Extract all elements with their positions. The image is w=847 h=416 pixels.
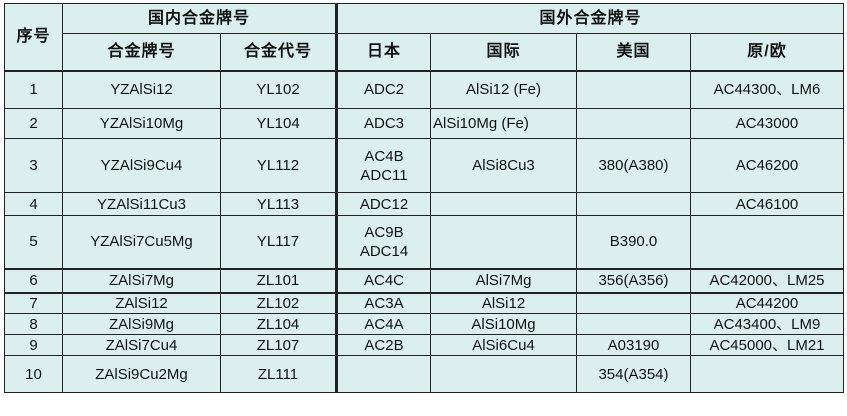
cell-grade: YZAlSi11Cu3 <box>62 192 221 216</box>
cell-code: ZL102 <box>220 291 337 314</box>
cell-intl: AlSi10Mg <box>430 313 577 335</box>
table-row: 9 ZAlSi7Cu4 ZL107 AC2B AlSi6Cu4 A03190 AC45000… <box>4 334 844 356</box>
cell-code: ZL104 <box>220 313 337 335</box>
cell-seq: 7 <box>4 291 63 314</box>
cell-japan: AC4C <box>335 267 431 293</box>
cell-grade: ZAlSi7Mg <box>62 267 221 293</box>
table-row: 1 YZAlSi12 YL102 ADC2 AlSi12 (Fe) AC44300、LM6 <box>4 69 844 109</box>
cell-seq: 1 <box>4 69 63 109</box>
cell-code: ZL101 <box>220 267 337 293</box>
table-row: 10 ZAlSi9Cu2Mg ZL111 354(A354) <box>4 355 844 393</box>
header-code: 合金代号 <box>220 33 337 71</box>
header-intl: 国际 <box>430 33 577 71</box>
cell-japan <box>335 355 431 393</box>
cell-intl: AlSi8Cu3 <box>430 138 577 193</box>
cell-seq: 8 <box>4 313 63 335</box>
cell-us <box>576 313 691 335</box>
cell-intl: AlSi10Mg (Fe) <box>430 108 577 139</box>
cell-eu: AC45000、LM21 <box>690 334 844 356</box>
table-row: 4 YZAlSi11Cu3 YL113 ADC12 AC46100 <box>4 192 844 216</box>
header-grade: 合金牌号 <box>62 33 221 71</box>
cell-code: YL113 <box>220 192 337 216</box>
table-row: 5 YZAlSi7Cu5Mg YL117 AC9B ADC14 B390.0 <box>4 215 844 269</box>
cell-code: YL112 <box>220 138 337 193</box>
cell-us: A03190 <box>576 334 691 356</box>
cell-code: YL102 <box>220 69 337 109</box>
cell-grade: ZAlSi9Mg <box>62 313 221 335</box>
cell-eu: AC42000、LM25 <box>690 267 844 293</box>
cell-eu: AC46100 <box>690 192 844 216</box>
cell-eu: AC44200 <box>690 291 844 314</box>
cell-eu: AC43000 <box>690 108 844 139</box>
cell-us: 354(A354) <box>576 355 691 393</box>
header-eu: 原/欧 <box>690 33 844 71</box>
cell-eu <box>690 355 844 393</box>
cell-us: 356(A356) <box>576 267 691 293</box>
cell-japan: AC4B ADC11 <box>335 138 431 193</box>
cell-seq: 5 <box>4 215 63 269</box>
header-us: 美国 <box>576 33 691 71</box>
cell-us <box>576 291 691 314</box>
cell-intl: AlSi6Cu4 <box>430 334 577 356</box>
cell-seq: 10 <box>4 355 63 393</box>
cell-us <box>576 69 691 109</box>
cell-japan: ADC2 <box>335 69 431 109</box>
cell-seq: 9 <box>4 334 63 356</box>
table-row: 3 YZAlSi9Cu4 YL112 AC4B ADC11 AlSi8Cu3 380(A38… <box>4 138 844 193</box>
cell-code: YL104 <box>220 108 337 139</box>
header-foreign: 国外合金牌号 <box>335 3 844 34</box>
cell-intl <box>430 355 577 393</box>
cell-grade: ZAlSi9Cu2Mg <box>62 355 221 393</box>
table-row: 8 ZAlSi9Mg ZL104 AC4A AlSi10Mg AC43400、LM9 <box>4 313 844 335</box>
cell-us <box>576 192 691 216</box>
cell-intl: AlSi12 <box>430 291 577 314</box>
table-row: 7 ZAlSi12 ZL102 AC3A AlSi12 AC44200 <box>4 291 844 314</box>
cell-seq: 2 <box>4 108 63 139</box>
cell-eu: AC46200 <box>690 138 844 193</box>
cell-us: B390.0 <box>576 215 691 269</box>
cell-intl <box>430 215 577 269</box>
header-japan: 日本 <box>335 33 431 71</box>
header-seq: 序号 <box>4 3 63 71</box>
cell-seq: 3 <box>4 138 63 193</box>
cell-code: YL117 <box>220 215 337 269</box>
table-row: 6 ZAlSi7Mg ZL101 AC4C AlSi7Mg 356(A356) AC4200… <box>4 267 844 293</box>
cell-japan: AC9B ADC14 <box>335 215 431 269</box>
cell-japan: AC3A <box>335 291 431 314</box>
alloy-grade-table: 序号 国内合金牌号 国外合金牌号 合金牌号 合金代号 日本 国际 美国 原/欧 … <box>4 3 844 393</box>
cell-grade: YZAlSi12 <box>62 69 221 109</box>
cell-intl: AlSi7Mg <box>430 267 577 293</box>
cell-eu: AC44300、LM6 <box>690 69 844 109</box>
cell-intl <box>430 192 577 216</box>
cell-us <box>576 108 691 139</box>
cell-seq: 4 <box>4 192 63 216</box>
table-row: 2 YZAlSi10Mg YL104 ADC3 AlSi10Mg (Fe) AC43000 <box>4 108 844 139</box>
cell-grade: ZAlSi7Cu4 <box>62 334 221 356</box>
cell-eu: AC43400、LM9 <box>690 313 844 335</box>
cell-seq: 6 <box>4 267 63 293</box>
cell-intl: AlSi12 (Fe) <box>430 69 577 109</box>
cell-japan: AC2B <box>335 334 431 356</box>
cell-japan: AC4A <box>335 313 431 335</box>
cell-grade: ZAlSi12 <box>62 291 221 314</box>
cell-us: 380(A380) <box>576 138 691 193</box>
cell-grade: YZAlSi7Cu5Mg <box>62 215 221 269</box>
header-domestic: 国内合金牌号 <box>62 3 337 34</box>
cell-japan: ADC3 <box>335 108 431 139</box>
cell-grade: YZAlSi9Cu4 <box>62 138 221 193</box>
cell-eu <box>690 215 844 269</box>
cell-japan: ADC12 <box>335 192 431 216</box>
cell-code: ZL107 <box>220 334 337 356</box>
cell-grade: YZAlSi10Mg <box>62 108 221 139</box>
cell-code: ZL111 <box>220 355 337 393</box>
